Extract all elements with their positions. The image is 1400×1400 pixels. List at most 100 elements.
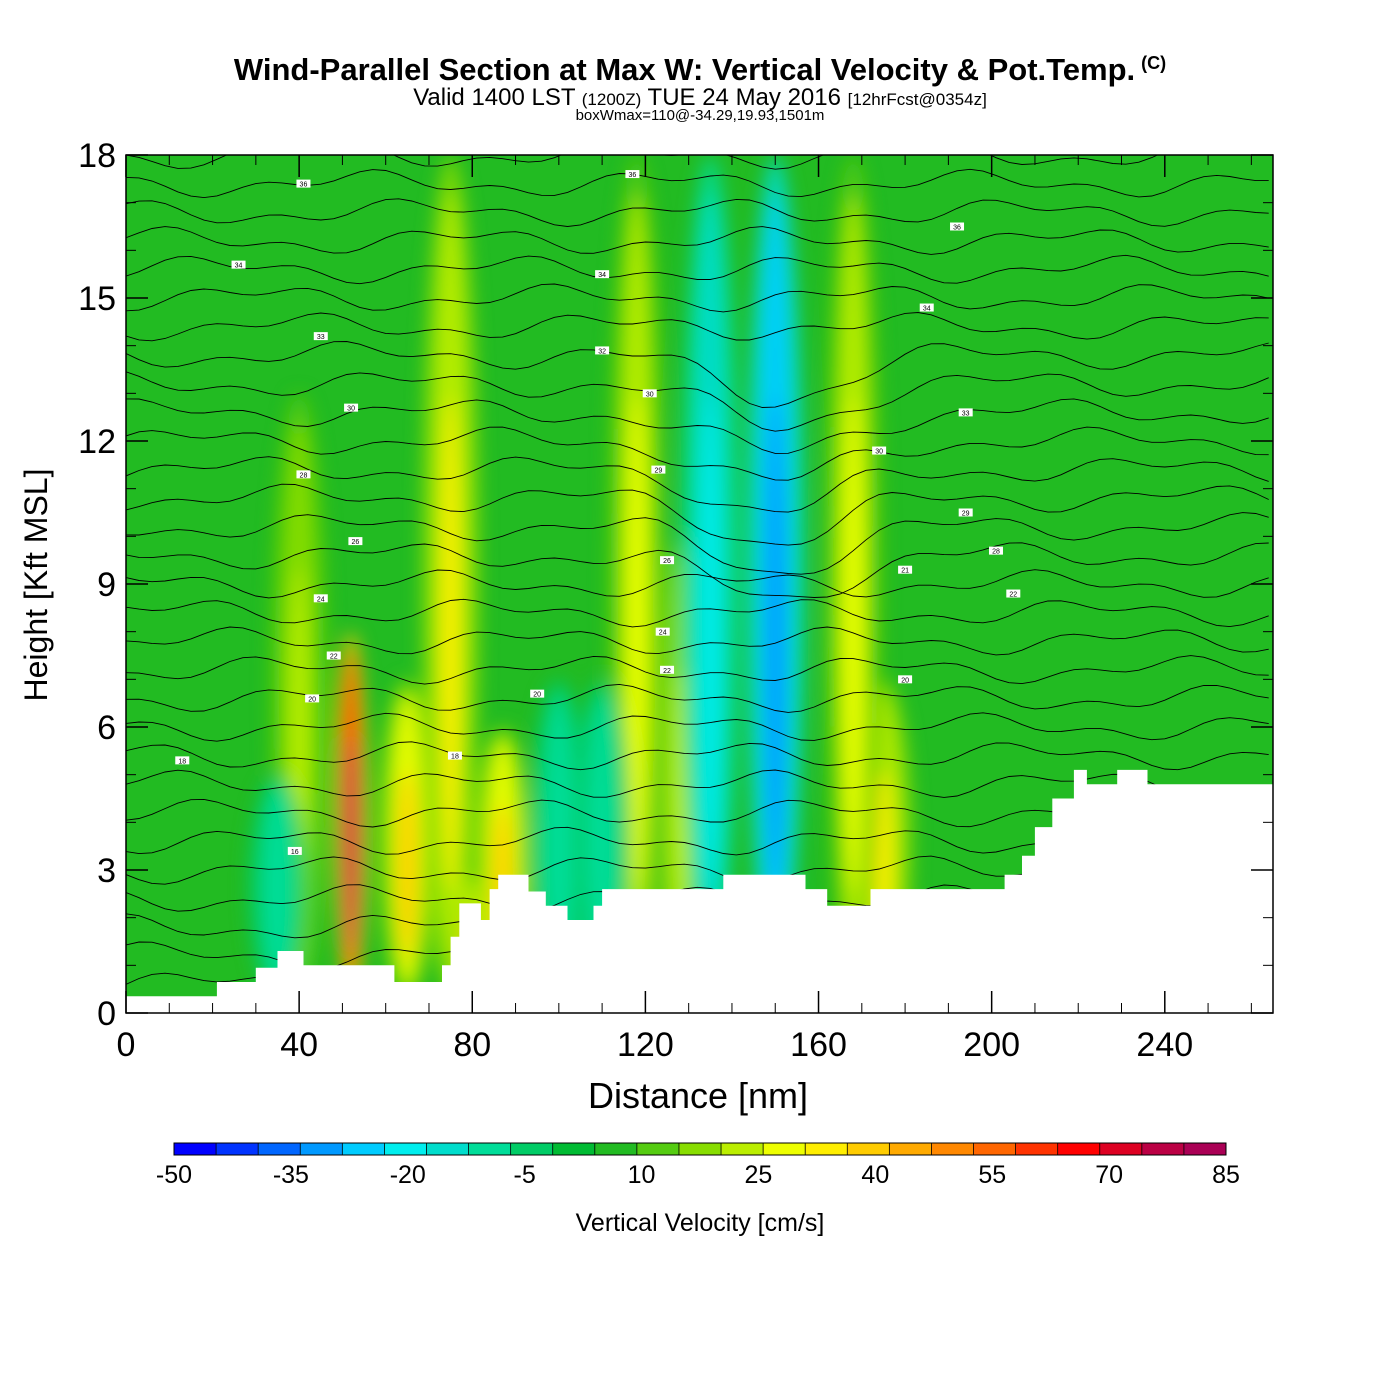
colorbar-swatch <box>889 1143 932 1155</box>
colorbar-tick-label: -5 <box>514 1161 536 1189</box>
theta-contour <box>126 626 1269 656</box>
theta-label-text: 34 <box>923 306 931 313</box>
valid-time-line: Valid 1400 LST (1200Z) TUE 24 May 2016 [… <box>0 84 1400 112</box>
y-tick-label: 6 <box>97 709 116 747</box>
theta-label-text: 18 <box>451 754 459 761</box>
theta-label-text: 29 <box>654 468 662 475</box>
chart-title-text: Wind-Parallel Section at Max W: Vertical… <box>233 52 1136 87</box>
theta-label-bg <box>313 594 328 603</box>
theta-label-text: 32 <box>598 348 606 355</box>
theta-label-text: 33 <box>317 334 325 341</box>
y-tick-label: 18 <box>78 137 116 175</box>
theta-contour <box>126 569 1269 599</box>
theta-contour <box>126 226 1269 255</box>
colorbar-tick-label: 55 <box>978 1161 1006 1189</box>
downdraft-band-core <box>766 396 785 893</box>
theta-label-bg <box>175 756 190 765</box>
colorbar-swatch <box>384 1143 427 1155</box>
theta-label: 22 <box>1006 589 1021 599</box>
theta-label-bg <box>348 537 363 546</box>
chart-title: Wind-Parallel Section at Max W: Vertical… <box>0 52 1400 88</box>
colorbar-swatch <box>552 1143 596 1155</box>
theta-label-text: 29 <box>962 511 970 518</box>
theta-label: 28 <box>296 470 311 479</box>
theta-label: 33 <box>958 408 973 417</box>
x-axis-label: Distance [nm] <box>588 1075 808 1116</box>
theta-label-text: 18 <box>178 758 186 765</box>
theta-label-text: 28 <box>992 549 1000 556</box>
theta-label-bg <box>326 651 341 660</box>
theta-label: 33 <box>313 332 328 341</box>
colorbar-tick-label: -20 <box>390 1161 426 1189</box>
updraft-band-core <box>346 736 357 953</box>
y-tick-label: 0 <box>97 995 116 1033</box>
colorbar-swatch <box>805 1143 848 1155</box>
theta-label-bg <box>305 694 320 703</box>
theta-label: 34 <box>595 270 610 279</box>
theta-contour <box>126 741 1269 771</box>
theta-label-text: 36 <box>629 172 637 179</box>
theta-label-bg <box>296 470 311 479</box>
colorbar-swatch <box>174 1143 217 1155</box>
colorbar-swatch <box>1183 1143 1227 1155</box>
colorbar-swatch <box>1057 1143 1101 1155</box>
terrain-mask <box>126 769 1273 1013</box>
theta-label: 30 <box>344 403 359 413</box>
updraft-band-core <box>627 396 646 893</box>
theta-contour <box>126 398 1269 454</box>
theta-label: 36 <box>950 222 965 232</box>
x-tick-label: 200 <box>963 1026 1020 1064</box>
colorbar-tick-label: 25 <box>745 1161 773 1189</box>
theta-label-text: 28 <box>300 472 308 479</box>
valid-utc-time: (1200Z) <box>581 90 642 109</box>
theta-label: 36 <box>296 179 311 189</box>
theta-label-bg <box>595 346 610 355</box>
theta-label: 28 <box>988 546 1003 556</box>
theta-label-text: 34 <box>235 263 243 270</box>
velocity-field: 36 36 36 34 34 34 33 32 30 33 30 30 28 29 29 26 26 28 21 24… <box>126 155 1273 1013</box>
colorbar-swatch <box>1141 1143 1185 1155</box>
theta-label-text: 24 <box>659 630 667 637</box>
theta-label-bg <box>898 565 913 574</box>
theta-label: 16 <box>287 846 302 856</box>
colorbar-tick-label: 40 <box>861 1161 889 1189</box>
colorbar-swatch <box>300 1143 343 1155</box>
theta-label-bg <box>919 303 934 312</box>
colorbar-swatch <box>973 1143 1017 1155</box>
theta-contour <box>126 542 1269 598</box>
updraft-band-core <box>398 770 417 959</box>
colorbar-swatch <box>426 1143 470 1155</box>
theta-label-text: 26 <box>663 558 671 565</box>
theta-label-text: 36 <box>300 182 308 189</box>
theta-label-text: 21 <box>901 568 909 575</box>
theta-label: 20 <box>898 675 913 684</box>
theta-label: 36 <box>625 170 640 179</box>
theta-label-text: 16 <box>291 849 299 856</box>
theta-contour <box>126 198 1269 227</box>
theta-label: 34 <box>919 303 934 313</box>
theta-contour <box>126 456 1269 513</box>
theta-label-bg <box>344 403 359 412</box>
theta-label-text: 22 <box>330 654 338 661</box>
theta-label: 24 <box>313 594 328 603</box>
colorbar-swatch <box>931 1143 975 1155</box>
theta-contour <box>126 483 1269 546</box>
theta-label: 22 <box>326 651 341 661</box>
theta-contour <box>126 598 1269 628</box>
theta-label: 18 <box>175 756 190 765</box>
theta-contour <box>126 254 1269 285</box>
colorbar-swatch <box>678 1143 722 1155</box>
theta-label: 30 <box>642 389 657 398</box>
updraft-band-core <box>844 396 862 893</box>
theta-contour <box>126 341 1269 408</box>
theta-label-text: 24 <box>317 596 325 603</box>
theta-label: 20 <box>530 689 545 699</box>
colorbar-swatch <box>847 1143 890 1155</box>
colorbar-swatch <box>1099 1143 1143 1155</box>
x-tick-label: 160 <box>790 1026 847 1064</box>
boxwmax-info: boxWmax=110@-34.29,19.93,1501m <box>575 107 825 124</box>
theta-label: 30 <box>872 446 887 456</box>
theta-label-text: 30 <box>347 406 355 413</box>
colorbar-swatch <box>342 1143 385 1155</box>
theta-label: 29 <box>958 508 973 518</box>
